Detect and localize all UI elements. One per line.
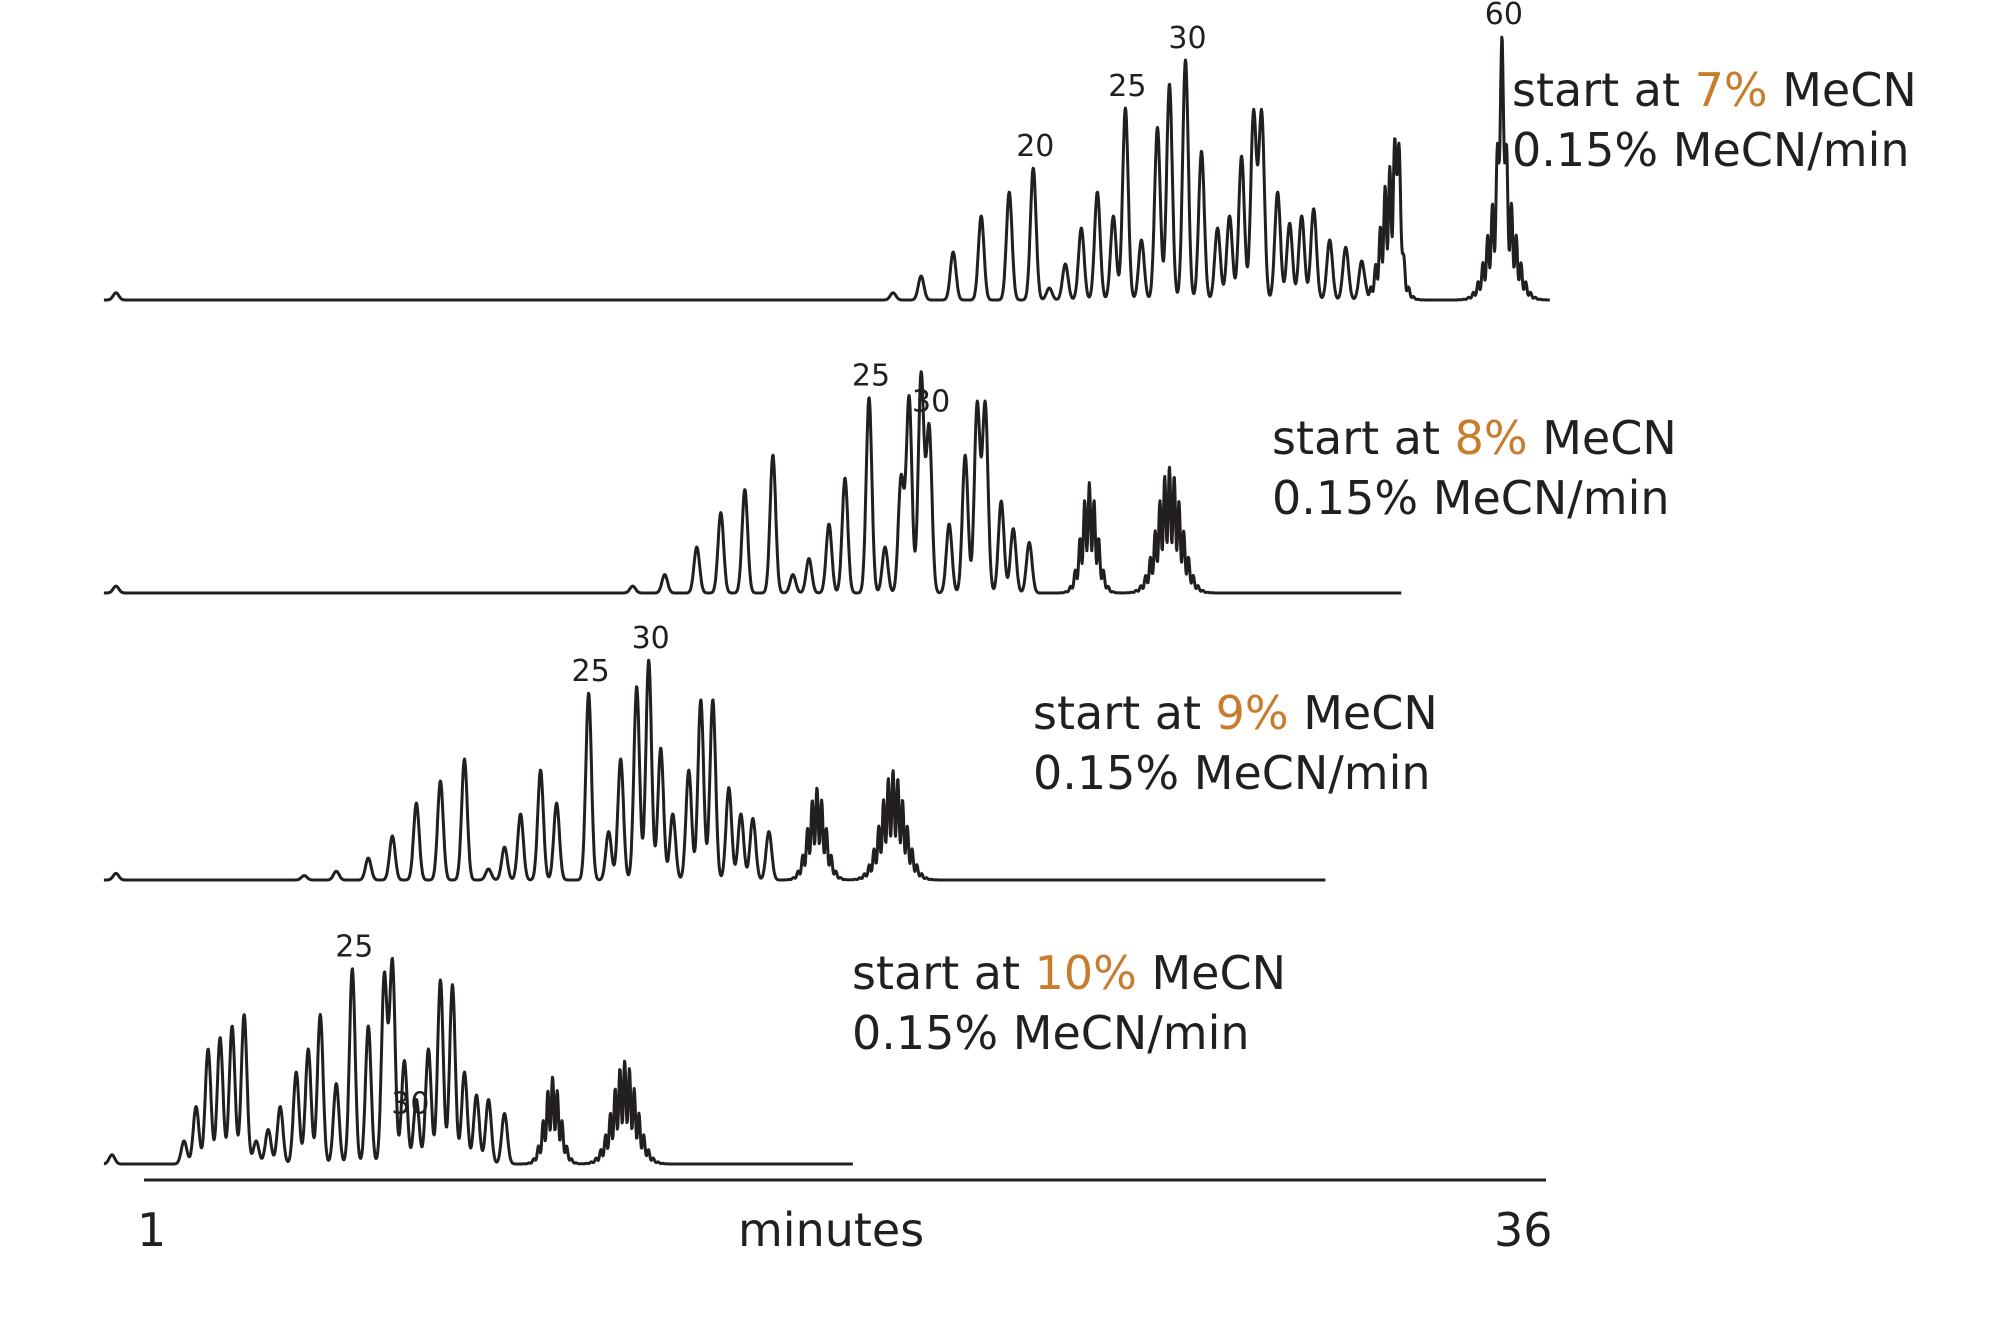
series-4-rate: 0.15% MeCN/min [852,1006,1250,1060]
x-tick-label-start: 1 [137,1203,167,1257]
series-3-start-line: start at 9% MeCN [1033,686,1438,740]
x-axis-title: minutes [738,1203,925,1257]
series-2-rate: 0.15% MeCN/min [1272,471,1670,525]
series-1-start-line: start at 7% MeCN [1512,63,1917,117]
series-4-start-line: start at 10% MeCN [852,946,1286,1000]
peak-label-3-30: 30 [632,621,670,656]
peak-label-1-25: 25 [1108,69,1146,104]
peak-label-1-30: 30 [1168,21,1206,56]
peak-label-1-60: 60 [1485,0,1523,32]
peak-label-3-25: 25 [572,654,610,689]
series-1-rate: 0.15% MeCN/min [1512,123,1910,177]
trace-line-4 [102,956,854,1166]
series-1-start-pct: 7% [1694,63,1768,117]
peak-label-2-25: 25 [852,359,890,394]
chromatogram-traces: 20 25 30 60 25 30 25 30 25 30 [102,0,1551,1166]
trace-line-2 [102,370,1403,595]
series-label-1: start at 7% MeCN 0.15% MeCN/min [1512,60,1917,180]
trace-line-1 [102,35,1551,302]
trace-line-3 [102,658,1327,882]
series-3-start-pct: 9% [1215,686,1289,740]
peak-label-1-20: 20 [1016,129,1054,164]
series-label-3: start at 9% MeCN 0.15% MeCN/min [1033,683,1438,803]
series-label-4: start at 10% MeCN 0.15% MeCN/min [852,943,1286,1063]
peak-label-4-25: 25 [335,930,373,965]
series-4-start-pct: 10% [1034,946,1137,1000]
series-2-start-pct: 8% [1454,411,1528,465]
series-label-2: start at 8% MeCN 0.15% MeCN/min [1272,408,1677,528]
series-2-start-line: start at 8% MeCN [1272,411,1677,465]
x-tick-label-end: 36 [1494,1203,1553,1257]
series-3-rate: 0.15% MeCN/min [1033,746,1431,800]
peak-label-2-30: 30 [912,385,950,420]
peak-label-4-30: 30 [391,1087,429,1122]
